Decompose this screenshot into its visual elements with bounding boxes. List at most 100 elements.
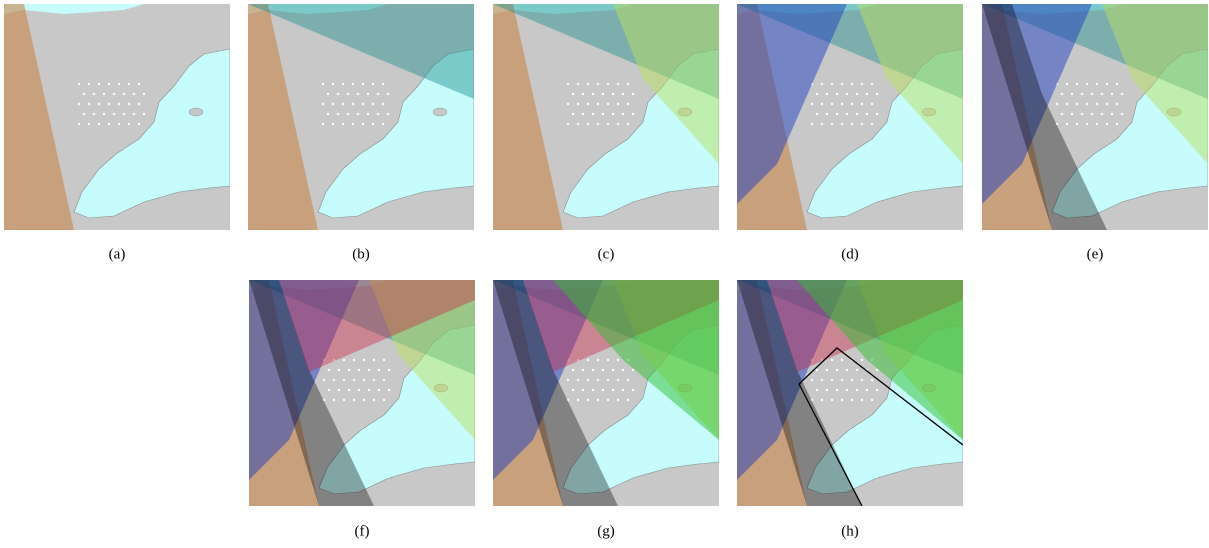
sample-dot [845,368,849,372]
sample-dot [631,368,635,372]
sample-dot [1095,82,1099,86]
sample-dot [382,378,386,382]
sample-dot [566,398,570,402]
sample-dot [356,92,360,96]
sample-dot [331,102,335,106]
sea [317,48,474,219]
sample-dot [581,388,585,392]
sample-dot [830,358,834,362]
sample-dot [1070,112,1074,116]
sample-dot [381,122,385,126]
sample-dot [321,102,325,106]
sample-dot [361,82,365,86]
sample-dot [616,122,620,126]
sample-dot [1085,122,1089,126]
sample-dot [815,368,819,372]
sample-dot [601,112,605,116]
sample-dot [606,398,610,402]
sample-dot [1120,92,1124,96]
sample-dot [142,92,146,96]
dark-wedge [493,280,618,506]
sample-dot [810,122,814,126]
sample-dot [132,92,136,96]
sample-dot [860,398,864,402]
sample-dot [322,378,326,382]
sample-dot [840,102,844,106]
green-wedge [613,4,719,164]
map-panel [737,4,963,230]
sample-dot [382,358,386,362]
sample-dot [1080,112,1084,116]
sample-dot [845,92,849,96]
sample-dot [835,92,839,96]
sample-dot [591,112,595,116]
sample-dot [367,388,371,392]
sample-dot [626,102,630,106]
red-wedge [279,280,475,372]
sample-dot [850,122,854,126]
sample-dot [626,378,630,382]
sample-dot [1075,82,1079,86]
sample-dot [616,358,620,362]
blue-wedge [493,280,603,480]
brown-wedge [248,4,318,230]
sample-dot [840,122,844,126]
sample-dot [1080,92,1084,96]
sample-dot [1115,82,1119,86]
caption: (d) [841,246,859,262]
sample-dot [571,112,575,116]
sample-dot [137,82,141,86]
sample-dot [875,92,879,96]
sample-dot [357,388,361,392]
sample-dot [1105,82,1109,86]
sample-dot [591,92,595,96]
sample-dot [631,388,635,392]
sample-dot [336,112,340,116]
bright-green-wedge [797,280,963,440]
sample-dot [327,388,331,392]
sample-dot [611,92,615,96]
sample-dot [351,82,355,86]
sample-dot [342,358,346,362]
sample-dot [586,378,590,382]
sample-dot [865,92,869,96]
sample-dot [820,378,824,382]
sample-dot [865,112,869,116]
sample-dot [357,368,361,372]
map-panel [4,4,230,230]
sample-dot [840,358,844,362]
sample-dot [327,368,331,372]
sample-dot [606,378,610,382]
sample-dot [346,92,350,96]
sample-dot [356,112,360,116]
sample-dot [616,378,620,382]
sample-dot [830,82,834,86]
sample-dot [322,398,326,402]
sample-dot [586,122,590,126]
sample-dot [1105,102,1109,106]
sample-dot [1055,122,1059,126]
blue-wedge [982,4,1092,204]
sample-dot [875,388,879,392]
sample-dot [631,92,635,96]
green-wedge [369,280,475,440]
sample-dot [626,398,630,402]
blue-wedge [737,4,847,204]
sample-dot [142,112,146,116]
sample-dot [860,358,864,362]
sample-dot [571,368,575,372]
sample-dot [586,358,590,362]
sample-dot [362,398,366,402]
sample-dot [122,112,126,116]
caption: (c) [598,246,615,262]
sample-dot [850,378,854,382]
sample-dot [601,92,605,96]
sample-dot [825,388,829,392]
sample-dot [1065,82,1069,86]
sample-dot [97,82,101,86]
sample-dot [1120,112,1124,116]
sample-dot [117,82,121,86]
sample-dot [815,112,819,116]
sample-dot [835,368,839,372]
sample-dot [127,82,131,86]
